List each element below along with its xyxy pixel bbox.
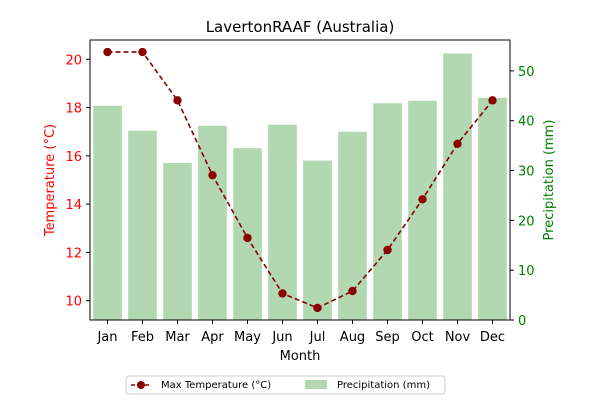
x-tick-label: Dec xyxy=(480,330,505,345)
x-tick-label: Jun xyxy=(271,330,292,345)
x-tick-label: Aug xyxy=(340,330,365,345)
temperature-line xyxy=(107,51,494,309)
temp-point-mar xyxy=(173,96,182,105)
y-right-tick-label: 40 xyxy=(518,115,535,130)
x-tick-label: Oct xyxy=(411,330,433,345)
x-tick-label: Jan xyxy=(96,330,117,345)
precip-bar-nov xyxy=(443,53,472,320)
y-right-tick-label: 20 xyxy=(518,214,535,229)
temp-point-dec xyxy=(488,96,497,105)
legend: Max Temperature (°C) Precipitation (mm) xyxy=(125,375,446,395)
temp-point-apr xyxy=(208,170,217,180)
y-left-tick-label: 14 xyxy=(65,198,82,213)
x-axis-label: Month xyxy=(280,349,321,364)
temp-point-jul xyxy=(313,303,322,313)
precip-bar-jan xyxy=(93,105,122,320)
x-tick-label: May xyxy=(234,330,261,345)
legend-label-temperature: Max Temperature (°C) xyxy=(161,380,271,391)
x-tick-label: Sep xyxy=(375,330,400,345)
temp-point-jan xyxy=(103,47,112,57)
y-right-tick-label: 30 xyxy=(518,165,535,180)
temp-point-oct xyxy=(418,195,427,204)
y-left-tick-label: 20 xyxy=(65,53,82,68)
temp-point-sep xyxy=(383,245,392,255)
chart-title: LavertonRAAF (Australia) xyxy=(206,18,395,36)
x-tick-label: Apr xyxy=(201,330,224,345)
temp-point-feb xyxy=(138,47,147,57)
axes: Jan Feb Mar Apr May Jun Jul Aug Sep Oct Nov Dec 10 12… xyxy=(65,39,535,345)
y-right-tick-label: 0 xyxy=(518,314,526,329)
x-tick-label: Nov xyxy=(445,330,471,345)
y-right-tick-label: 10 xyxy=(518,264,535,279)
y-left-tick-label: 16 xyxy=(65,150,82,165)
y-axis-right-label: Precipitation (mm) xyxy=(542,120,557,241)
temp-point-nov xyxy=(453,139,462,148)
legend-frame xyxy=(125,375,446,395)
precipitation-bars xyxy=(93,53,507,321)
temp-point-may xyxy=(243,233,252,243)
precip-bar-jul xyxy=(303,160,332,320)
precip-bar-apr xyxy=(198,125,227,321)
legend-bar-swatch xyxy=(305,380,327,389)
temp-point-jun xyxy=(278,289,287,298)
precip-bar-mar xyxy=(163,163,192,320)
precip-bar-oct xyxy=(408,100,437,320)
precip-bar-feb xyxy=(128,130,157,320)
legend-line-marker xyxy=(137,381,145,389)
y-left-tick-label: 18 xyxy=(65,102,82,117)
precip-bar-jun xyxy=(268,124,297,320)
y-left-tick-label: 10 xyxy=(65,295,82,310)
temperature-line-layer xyxy=(103,47,497,313)
precip-bar-sep xyxy=(373,103,402,321)
x-tick-label: Mar xyxy=(165,330,190,345)
plot-frame xyxy=(89,39,511,321)
x-tick-label: Jul xyxy=(309,330,326,345)
y-left-tick-label: 12 xyxy=(65,246,82,261)
precip-bar-dec xyxy=(478,97,507,320)
y-axis-left-label: Temperature (°C) xyxy=(43,124,58,237)
x-tick-label: Feb xyxy=(131,330,154,345)
legend-label-precipitation: Precipitation (mm) xyxy=(337,380,430,391)
temp-point-aug xyxy=(348,286,357,296)
y-right-tick-label: 50 xyxy=(518,65,535,80)
